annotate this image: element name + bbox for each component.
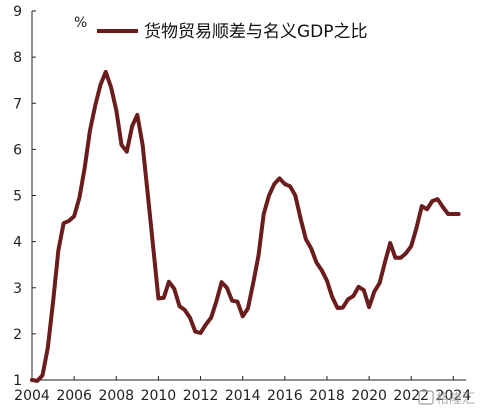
x-tick-label: 2014 xyxy=(225,388,261,404)
x-tick-label: 2016 xyxy=(267,388,303,404)
y-tick-label: 9 xyxy=(13,4,22,20)
series-line xyxy=(30,69,461,383)
y-tick-label: 5 xyxy=(13,189,22,205)
x-tick-label: 2020 xyxy=(351,388,387,404)
x-tick-label: 2010 xyxy=(141,388,177,404)
x-tick-label: 2006 xyxy=(56,388,92,404)
y-tick-label: 4 xyxy=(13,235,22,251)
watermark-logo-icon xyxy=(418,390,434,405)
y-tick-label: 6 xyxy=(13,142,22,158)
x-axis-ticks: 2004 2006 2008 2010 2012 2014 2016 2018 2020 2022… xyxy=(14,376,471,404)
x-tick-label: 2012 xyxy=(183,388,219,404)
y-tick-label: 1 xyxy=(13,373,22,389)
watermark: 格隆汇 xyxy=(418,390,475,407)
y-tick-label: 7 xyxy=(13,96,22,112)
legend: 货物贸易顺差与名义GDP之比 xyxy=(97,22,368,42)
x-tick-label: 2018 xyxy=(309,388,345,404)
x-tick-label: 2024 xyxy=(436,388,472,404)
axes xyxy=(31,11,466,381)
x-tick-label: 2004 xyxy=(14,388,50,404)
y-axis-ticks: 1 2 3 4 5 6 7 8 9 xyxy=(13,4,36,389)
y-tick-label: 3 xyxy=(13,281,22,297)
watermark-text: 格隆汇 xyxy=(436,391,475,407)
y-tick-label: 8 xyxy=(13,50,22,66)
legend-label: 货物贸易顺差与名义GDP之比 xyxy=(144,22,368,42)
x-tick-label: 2022 xyxy=(393,388,429,404)
unit-label: % xyxy=(74,15,87,31)
y-tick-label: 2 xyxy=(13,327,22,343)
x-tick-label: 2008 xyxy=(98,388,134,404)
